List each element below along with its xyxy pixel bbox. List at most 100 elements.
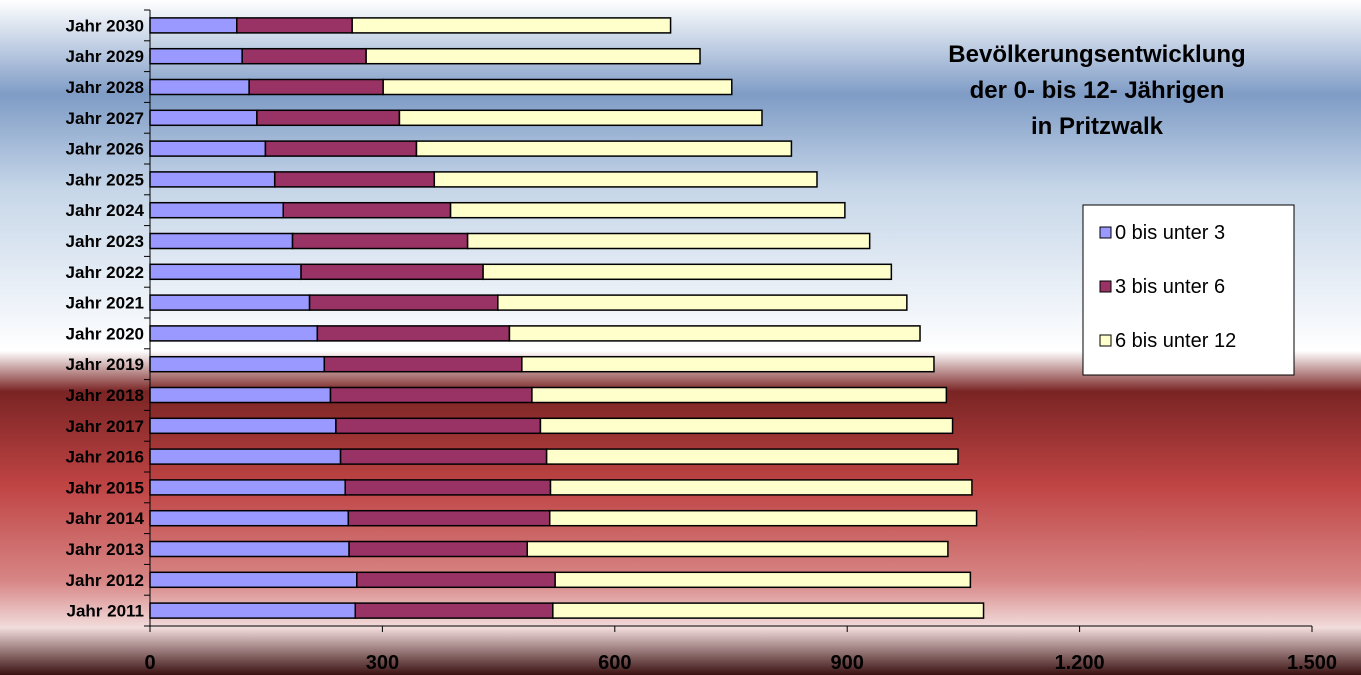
category-label: Jahr 2025	[66, 170, 144, 189]
legend-swatch-3-6	[1099, 280, 1112, 293]
bar-jahr-2028-series-0	[149, 78, 250, 96]
legend-label-3-6: 3 bis unter 6	[1115, 276, 1225, 298]
bar-jahr-2025-series-0	[149, 171, 276, 188]
category-label: Jahr 2027	[66, 109, 144, 128]
category-label: Jahr 2021	[66, 294, 144, 313]
bar-jahr-2026-series-1	[264, 140, 418, 157]
legend-label-0-3: 0 bis unter 3	[1115, 222, 1225, 244]
bar-jahr-2029-series-2	[365, 47, 701, 65]
bar-jahr-2024-series-0	[149, 201, 284, 219]
bar-jahr-2014-series-1	[347, 509, 551, 527]
bar-jahr-2030-series-2	[351, 17, 672, 34]
bar-jahr-2013-series-1	[348, 540, 529, 558]
bar-jahr-2014-series-0	[149, 509, 350, 527]
x-tick-label: 900	[831, 652, 864, 674]
bar-jahr-2027-series-2	[398, 109, 763, 127]
category-label: Jahr 2019	[66, 355, 144, 374]
bar-jahr-2018-series-2	[531, 386, 948, 404]
legend-swatch-6-12	[1099, 334, 1112, 347]
bar-jahr-2015-series-1	[344, 479, 552, 496]
bar-jahr-2011-series-1	[354, 602, 554, 619]
bar-jahr-2011-series-0	[149, 602, 357, 619]
bar-jahr-2027-series-1	[256, 109, 401, 127]
category-label: Jahr 2015	[66, 478, 144, 497]
bar-jahr-2015-series-0	[149, 479, 346, 496]
category-label: Jahr 2028	[66, 78, 144, 97]
bar-jahr-2025-series-2	[433, 171, 818, 188]
bar-jahr-2021-series-2	[497, 294, 908, 311]
bar-jahr-2028-series-2	[382, 78, 733, 96]
bar-jahr-2018-series-1	[329, 386, 533, 404]
bar-jahr-2022-series-2	[482, 263, 893, 281]
bar-jahr-2018-series-0	[149, 386, 332, 404]
category-label: Jahr 2026	[66, 140, 144, 159]
bar-jahr-2027-series-0	[149, 109, 258, 127]
bar-jahr-2019-series-0	[149, 355, 326, 373]
chart-title-line-2: der 0- bis 12- Jährigen	[970, 77, 1225, 104]
category-label: Jahr 2012	[66, 571, 144, 590]
category-label: Jahr 2017	[66, 417, 144, 436]
bar-jahr-2017-series-0	[149, 417, 337, 435]
bar-jahr-2015-series-2	[549, 479, 973, 496]
bar-jahr-2012-series-0	[149, 571, 358, 589]
bar-jahr-2023-series-2	[466, 232, 871, 250]
bar-jahr-2026-series-0	[149, 140, 267, 157]
category-label: Jahr 2030	[66, 16, 144, 35]
category-label: Jahr 2023	[66, 232, 144, 251]
bar-jahr-2016-series-0	[149, 448, 342, 465]
bar-jahr-2019-series-2	[521, 355, 935, 373]
x-tick-label: 300	[366, 652, 399, 674]
bar-jahr-2022-series-1	[300, 263, 484, 281]
bar-jahr-2020-series-0	[149, 325, 319, 342]
bar-jahr-2023-series-0	[149, 232, 294, 250]
category-label: Jahr 2022	[66, 263, 144, 282]
category-label: Jahr 2011	[66, 602, 144, 621]
category-labels: Jahr 2011 Jahr 2012 Jahr 2013 Jahr 2014 Jahr…	[66, 16, 145, 620]
bar-jahr-2029-series-0	[149, 47, 243, 65]
x-tick-label: 1.200	[1055, 652, 1105, 674]
bar-jahr-2022-series-0	[149, 263, 302, 281]
bar-jahr-2014-series-2	[548, 509, 978, 527]
x-tick-label: 600	[598, 652, 631, 674]
chart-title-line-1: Bevölkerungsentwicklung	[948, 41, 1245, 68]
chart-title-line-3: in Pritzwalk	[1031, 113, 1164, 140]
legend-label-6-12: 6 bis unter 12	[1115, 330, 1236, 352]
category-label: Jahr 2014	[66, 509, 145, 528]
bar-jahr-2020-series-1	[316, 325, 511, 342]
bar-jahr-2017-series-1	[335, 417, 542, 435]
legend-swatch-0-3	[1099, 226, 1112, 239]
legend: 0 bis unter 3 3 bis unter 6 6 bis unter …	[1082, 204, 1295, 376]
bar-jahr-2020-series-2	[508, 325, 921, 342]
bar-jahr-2012-series-1	[356, 571, 556, 589]
bar-jahr-2013-series-0	[149, 540, 350, 558]
x-tick-label: 0	[144, 652, 155, 674]
category-label: Jahr 2018	[66, 386, 144, 405]
bar-jahr-2019-series-1	[323, 355, 523, 373]
x-axis: 0 300 600 900 1.200 1.500	[144, 9, 1337, 674]
category-label: Jahr 2024	[66, 201, 145, 220]
category-label: Jahr 2029	[66, 47, 144, 66]
bar-jahr-2025-series-1	[273, 171, 436, 188]
bar-jahr-2030-series-0	[149, 17, 238, 34]
bar-jahr-2024-series-2	[449, 201, 846, 219]
category-label: Jahr 2013	[66, 540, 144, 559]
bar-jahr-2030-series-1	[236, 17, 353, 34]
bar-jahr-2016-series-2	[545, 448, 959, 465]
bar-jahr-2016-series-1	[339, 448, 548, 465]
bar-jahr-2029-series-1	[241, 47, 367, 65]
bar-jahr-2023-series-1	[291, 232, 469, 250]
bar-jahr-2021-series-0	[149, 294, 311, 311]
bar-jahr-2012-series-2	[554, 571, 972, 589]
bar-jahr-2011-series-2	[552, 602, 985, 619]
x-tick-label: 1.500	[1287, 652, 1337, 674]
bar-jahr-2028-series-1	[248, 78, 384, 96]
bar-jahr-2021-series-1	[308, 294, 499, 311]
category-label: Jahr 2020	[66, 324, 144, 343]
legend-box	[1082, 204, 1295, 376]
bar-jahr-2013-series-2	[526, 540, 949, 558]
bar-jahr-2017-series-2	[539, 417, 954, 435]
bar-jahr-2026-series-2	[415, 140, 793, 157]
category-label: Jahr 2016	[66, 448, 144, 467]
